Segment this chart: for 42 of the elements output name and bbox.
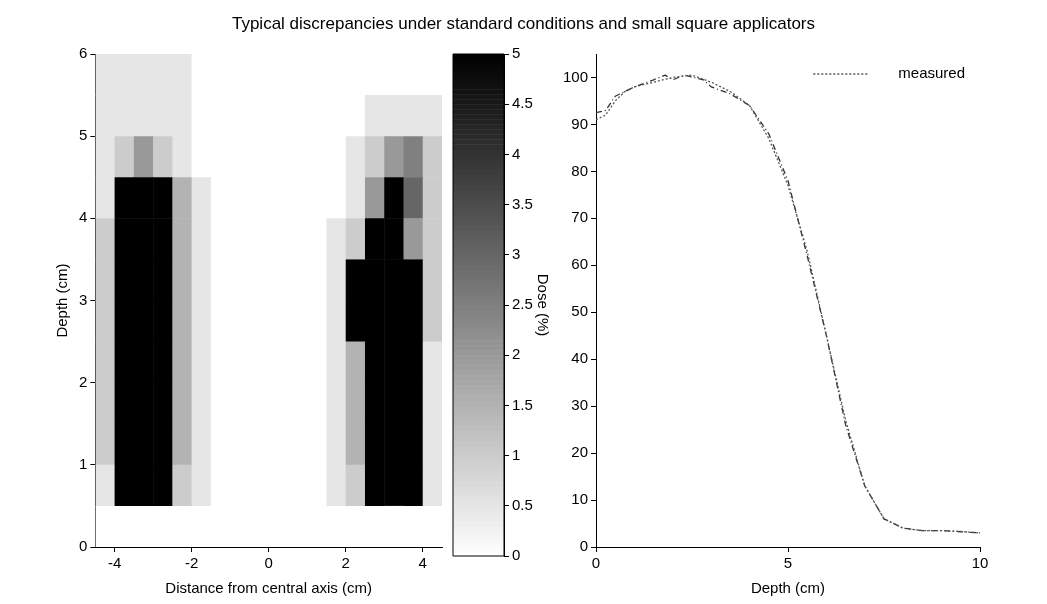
y-tick-label: 90 [571, 114, 589, 132]
color-bar-title: Dose (%) [534, 273, 552, 337]
x-tick-label: 10 [971, 554, 989, 572]
y-tick-label: 1 [79, 454, 88, 472]
x-tick-label: 0 [591, 554, 601, 572]
y-tick-label: 5 [79, 126, 88, 144]
color-bar-label: 4.5 [512, 94, 533, 112]
x-axis-title: Distance from central axis (cm) [165, 579, 373, 597]
color-bar-label: 2.5 [512, 295, 533, 313]
y-tick-label: 70 [571, 208, 589, 226]
color-bar-label: 0.5 [512, 495, 533, 513]
y-tick-label: 60 [571, 255, 589, 273]
x-tick-label: 0 [264, 554, 273, 572]
color-bar-label: 1.5 [512, 395, 533, 413]
color-bar-label: 2 [512, 345, 521, 363]
y-tick-label: 100 [563, 67, 589, 85]
y-axis-title: Depth (cm) [53, 263, 71, 338]
y-tick-label: 40 [571, 349, 589, 367]
y-tick-label: 0 [79, 537, 88, 555]
y-tick-label: 3 [79, 290, 88, 308]
y-tick-label: 6 [79, 44, 88, 62]
y-tick-label: 80 [571, 161, 589, 179]
color-bar-label: 4 [512, 144, 521, 162]
x-tick-label: -2 [184, 554, 199, 572]
y-tick-label: 20 [571, 443, 589, 461]
color-bar-label: 3.5 [512, 194, 533, 212]
x-tick-label: 5 [783, 554, 793, 572]
color-bar-label: 5 [512, 44, 521, 62]
text: Typical discrepancies under standard conditions and small square applicators [230, 14, 816, 34]
x-tick-label: 4 [418, 554, 427, 572]
y-tick-label: 50 [571, 302, 589, 320]
y-tick-label: 4 [79, 208, 88, 226]
x-tick-label: -4 [107, 554, 122, 572]
y-tick-label: 0 [579, 537, 589, 555]
legend-label: measured [898, 64, 965, 82]
x-axis-title: Depth (cm) [750, 579, 826, 597]
color-bar-label: 1 [512, 445, 521, 463]
x-tick-label: 2 [341, 554, 350, 572]
y-tick-label: 30 [571, 396, 589, 414]
color-bar-label: 3 [512, 244, 521, 262]
y-tick-label: 2 [79, 372, 88, 390]
y-tick-label: 10 [571, 490, 589, 508]
